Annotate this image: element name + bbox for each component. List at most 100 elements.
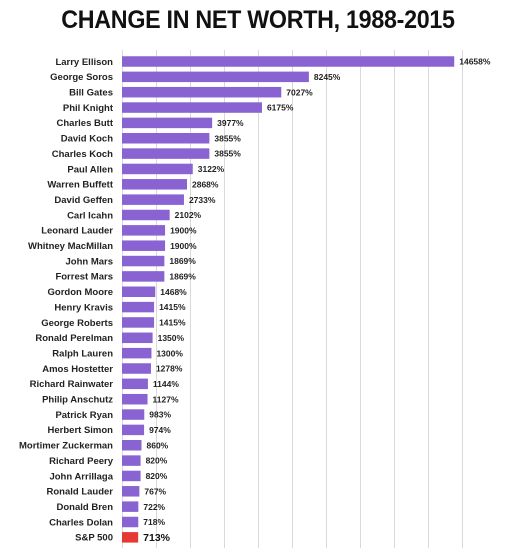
bar [122,501,139,512]
value-label: 1144% [153,379,179,389]
value-label: 820% [146,471,168,481]
bar [122,255,165,267]
bar [122,163,193,175]
category-label: George Soros [50,72,113,83]
value-label: 1900% [170,225,197,235]
category-label: Mortimer Zuckerman [19,441,113,452]
bar [122,363,151,374]
category-label: Larry Ellison [55,57,113,68]
value-label: 2868% [192,179,219,189]
category-label: Richard Rainwater [30,379,114,390]
value-label: 1415% [159,302,186,312]
category-label: Charles Butt [57,118,114,129]
bar [122,470,141,482]
category-label: George Roberts [41,318,113,329]
bar [122,56,455,67]
bar [122,455,141,466]
category-label: Patrick Ryan [55,410,113,421]
chart-title: CHANGE IN NET WORTH, 1988-2015 [61,6,455,34]
category-labels: Larry Ellison George Soros Bill Gates Phil … [19,57,114,544]
bar [122,102,262,113]
category-label: Leonard Lauder [41,226,113,237]
value-label: 6175% [267,103,294,113]
category-label: S&P 500 [75,533,113,544]
value-label: 8245% [314,72,341,82]
category-label: Philip Anschutz [42,395,113,406]
bar [122,86,282,98]
bar [122,194,184,205]
category-label: Gordon Moore [48,287,113,298]
bar [122,148,210,159]
category-label: Donald Bren [57,502,114,513]
value-label: 3855% [214,133,241,143]
bar [122,209,170,221]
value-label: 2733% [189,195,216,205]
category-label: Bill Gates [69,88,113,99]
value-label: 1300% [156,348,183,358]
bar-highlight [122,532,139,543]
category-label: Henry Kravis [54,302,113,313]
bar [122,117,213,129]
category-label: David Koch [61,134,113,145]
category-label: Carl Icahn [67,210,113,221]
category-label: Amos Hostetter [42,364,113,375]
bar [122,301,155,313]
category-label: Whitney MacMillan [28,241,113,252]
value-label: 1468% [160,287,187,297]
category-label: Charles Dolan [49,517,113,528]
bar [122,516,139,528]
value-label: 820% [146,456,168,466]
category-label: Warren Buffett [47,180,113,191]
bar [122,286,156,297]
category-label: Forrest Mars [55,272,113,283]
value-label: 14658% [459,57,491,67]
bar [122,240,166,251]
category-label: Paul Allen [67,164,113,175]
bar [122,424,145,436]
value-label: 974% [149,425,171,435]
value-label: 1415% [159,318,186,328]
category-label: Ronald Lauder [46,487,113,498]
value-label: 860% [146,440,168,450]
bar [122,225,166,236]
category-label: Richard Peery [49,456,114,467]
value-label: 3977% [217,118,244,128]
bar [122,179,188,190]
category-label: Phil Knight [63,103,114,114]
value-label: 1350% [158,333,185,343]
value-label: 1869% [169,272,196,282]
value-label: 7027% [286,87,313,97]
bar [122,486,140,497]
bar [122,440,142,451]
bar [122,393,148,405]
category-label: David Geffen [54,195,113,206]
bar [122,271,165,282]
bar [122,317,155,328]
value-label: 1127% [153,394,179,404]
value-label: 1869% [169,256,196,266]
bar [122,332,153,344]
bar [122,378,148,390]
value-label: 713% [143,532,171,544]
category-label: John Mars [65,256,113,267]
value-label: 718% [143,517,165,527]
category-label: Herbert Simon [48,425,114,436]
category-label: Ralph Lauren [52,348,113,359]
value-label: 3855% [214,149,241,159]
value-label: 1900% [170,241,197,251]
value-label: 767% [144,486,166,496]
value-label: 983% [149,410,171,420]
value-label: 722% [143,502,165,512]
category-label: Charles Koch [52,149,113,160]
bars [122,56,455,543]
value-label: 1278% [156,364,183,374]
value-label: 3122% [198,164,225,174]
category-label: Ronald Perelman [35,333,113,344]
bar [122,133,210,144]
value-label: 2102% [175,210,202,220]
value-labels: 14658% 8245%7027% 6175% 3977% 3855% 3855% 3122… [143,57,491,545]
bar [122,347,152,359]
category-label: John Arrillaga [49,471,113,482]
bar [122,71,309,83]
